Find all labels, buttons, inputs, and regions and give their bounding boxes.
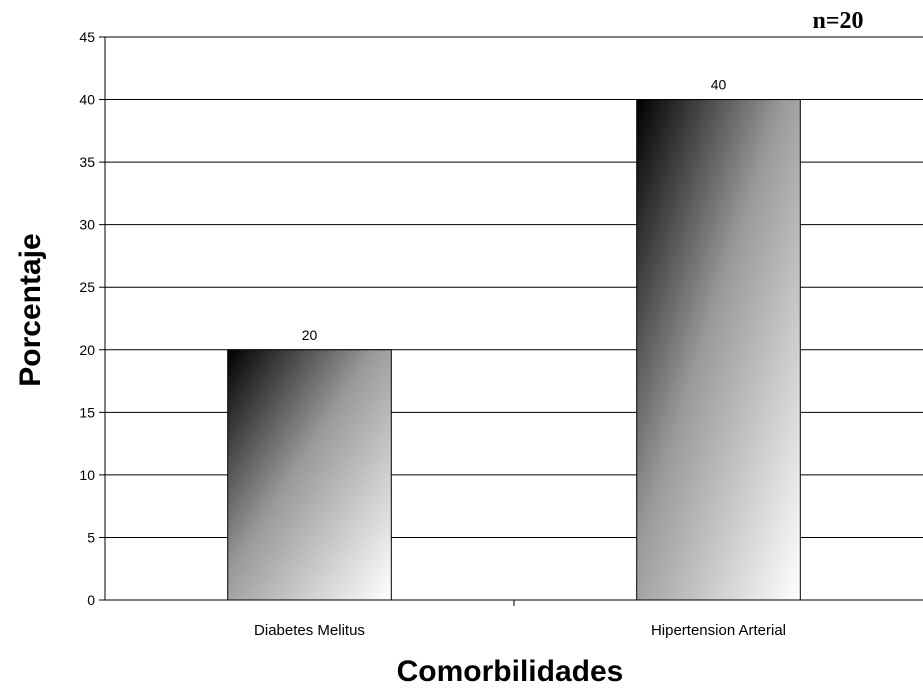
- x-axis-title: Comorbilidades: [397, 655, 624, 688]
- y-tick-label: 25: [79, 279, 95, 295]
- labels: 0 5 10 15 20 25 30 35 40 45 20 Diabetes Melitus 40 Hi…: [79, 29, 786, 639]
- x-category-label: Diabetes Melitus: [254, 622, 365, 639]
- x-category-label: Hipertension Arterial: [651, 622, 786, 639]
- y-axis-title: Porcentaje: [14, 233, 47, 386]
- bar-data-label: 20: [302, 327, 318, 343]
- bars: [227, 99, 801, 601]
- sample-size-annotation: n=20: [812, 8, 863, 34]
- bar-data-label: 40: [711, 77, 727, 93]
- y-tick-label: 20: [79, 342, 95, 358]
- y-tick-label: 35: [79, 154, 95, 170]
- y-tick-label: 30: [79, 217, 95, 233]
- y-tick-label: 10: [79, 467, 95, 483]
- y-tick-label: 5: [87, 529, 95, 545]
- y-tick-label: 40: [79, 92, 95, 108]
- y-tick-label: 0: [87, 592, 95, 608]
- bar: [227, 349, 392, 601]
- y-tick-label: 15: [79, 404, 95, 420]
- y-tick-label: 45: [79, 29, 95, 45]
- bar: [636, 99, 801, 601]
- axes: [99, 36, 923, 606]
